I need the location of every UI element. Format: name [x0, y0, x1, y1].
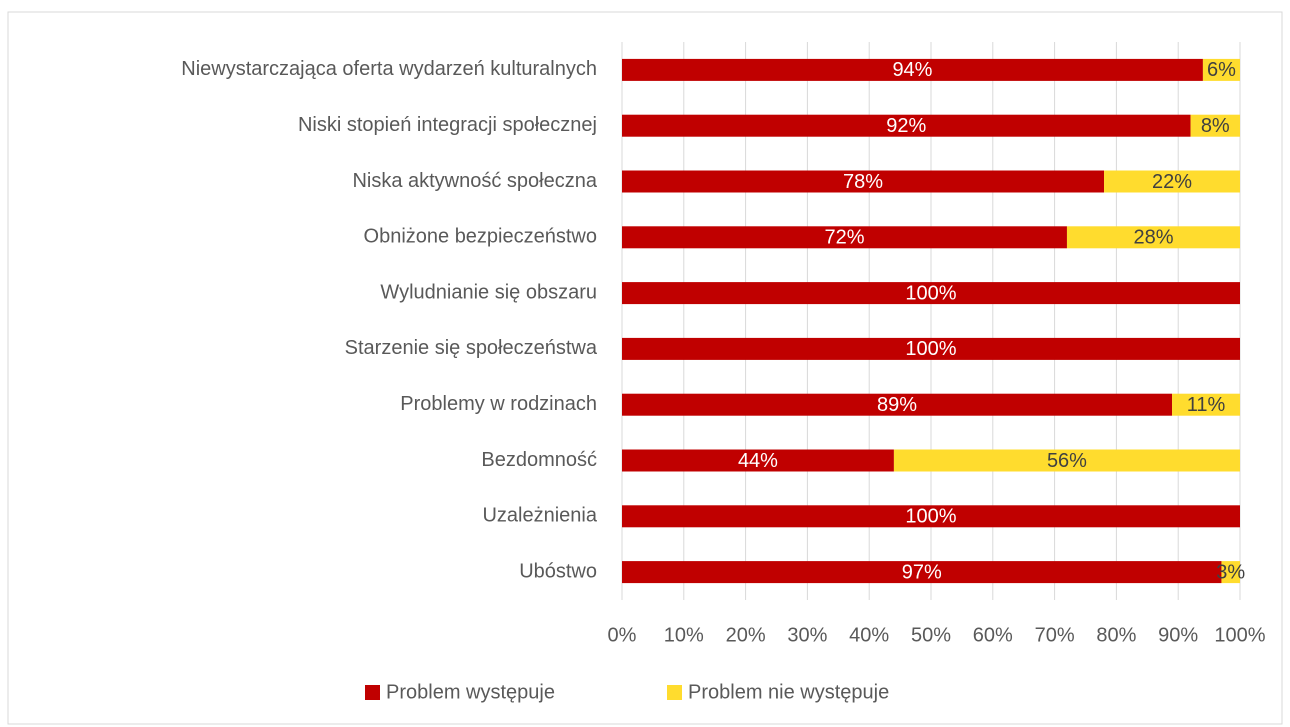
- data-label: 3%: [1216, 561, 1245, 583]
- bar-segment: [622, 393, 1173, 416]
- data-label: 97%: [902, 561, 942, 583]
- y-tick-label: Ubóstwo: [519, 560, 597, 582]
- bar-segment: [622, 58, 1203, 81]
- data-label: 100%: [905, 338, 956, 360]
- bar-segment: [622, 282, 1240, 305]
- x-tick-label: 40%: [849, 624, 889, 646]
- y-tick-label: Starzenie się społeczeństwa: [345, 337, 598, 359]
- legend-label: Problem nie występuje: [688, 681, 889, 703]
- bar-segment: [622, 170, 1105, 193]
- legend-swatch: [667, 685, 682, 700]
- y-tick-label: Niewystarczająca oferta wydarzeń kultura…: [181, 58, 597, 80]
- bar-segment: [622, 449, 894, 472]
- bar-segment: [1104, 170, 1240, 193]
- data-label: 100%: [905, 282, 956, 304]
- y-tick-label: Obniżone bezpieczeństwo: [364, 226, 597, 248]
- x-tick-label: 10%: [664, 624, 704, 646]
- bar-segment: [622, 114, 1191, 137]
- data-label: 56%: [1047, 450, 1087, 472]
- data-label: 22%: [1152, 171, 1192, 193]
- y-tick-label: Wyludnianie się obszaru: [380, 281, 597, 303]
- bar-segment: [622, 226, 1067, 249]
- legend-swatch: [365, 685, 380, 700]
- data-label: 6%: [1207, 59, 1236, 81]
- data-label: 11%: [1187, 394, 1226, 416]
- data-label: 100%: [905, 506, 956, 528]
- x-tick-label: 80%: [1096, 624, 1136, 646]
- bar-segment: [1172, 393, 1240, 416]
- data-label: 28%: [1133, 227, 1173, 249]
- data-label: 89%: [877, 394, 917, 416]
- bar-segment: [622, 505, 1240, 528]
- data-label: 78%: [843, 171, 883, 193]
- bar-segment: [622, 337, 1240, 360]
- x-tick-label: 0%: [608, 624, 637, 646]
- y-tick-label: Problemy w rodzinach: [400, 393, 597, 415]
- bar-segment: [622, 561, 1222, 584]
- x-tick-label: 30%: [787, 624, 827, 646]
- data-label: 94%: [892, 59, 932, 81]
- x-tick-label: 70%: [1035, 624, 1075, 646]
- legend-label: Problem występuje: [386, 681, 555, 703]
- bar-segment: [1190, 114, 1240, 137]
- data-label: 92%: [886, 115, 926, 137]
- x-tick-label: 20%: [726, 624, 766, 646]
- bar-segment: [893, 449, 1240, 472]
- y-tick-label: Niski stopień integracji społecznej: [298, 114, 597, 136]
- y-tick-label: Uzależnienia: [482, 505, 597, 527]
- y-tick-label: Bezdomność: [481, 449, 597, 471]
- data-label: 44%: [738, 450, 778, 472]
- bar-segment: [1221, 561, 1240, 584]
- y-tick-label: Niska aktywność społeczna: [352, 170, 597, 192]
- data-label: 72%: [824, 227, 864, 249]
- x-tick-label: 100%: [1214, 624, 1265, 646]
- x-tick-label: 60%: [973, 624, 1013, 646]
- x-tick-label: 90%: [1158, 624, 1198, 646]
- data-label: 8%: [1201, 115, 1230, 137]
- bar-segment: [1066, 226, 1240, 249]
- x-tick-label: 50%: [911, 624, 951, 646]
- bar-segment: [1202, 58, 1240, 81]
